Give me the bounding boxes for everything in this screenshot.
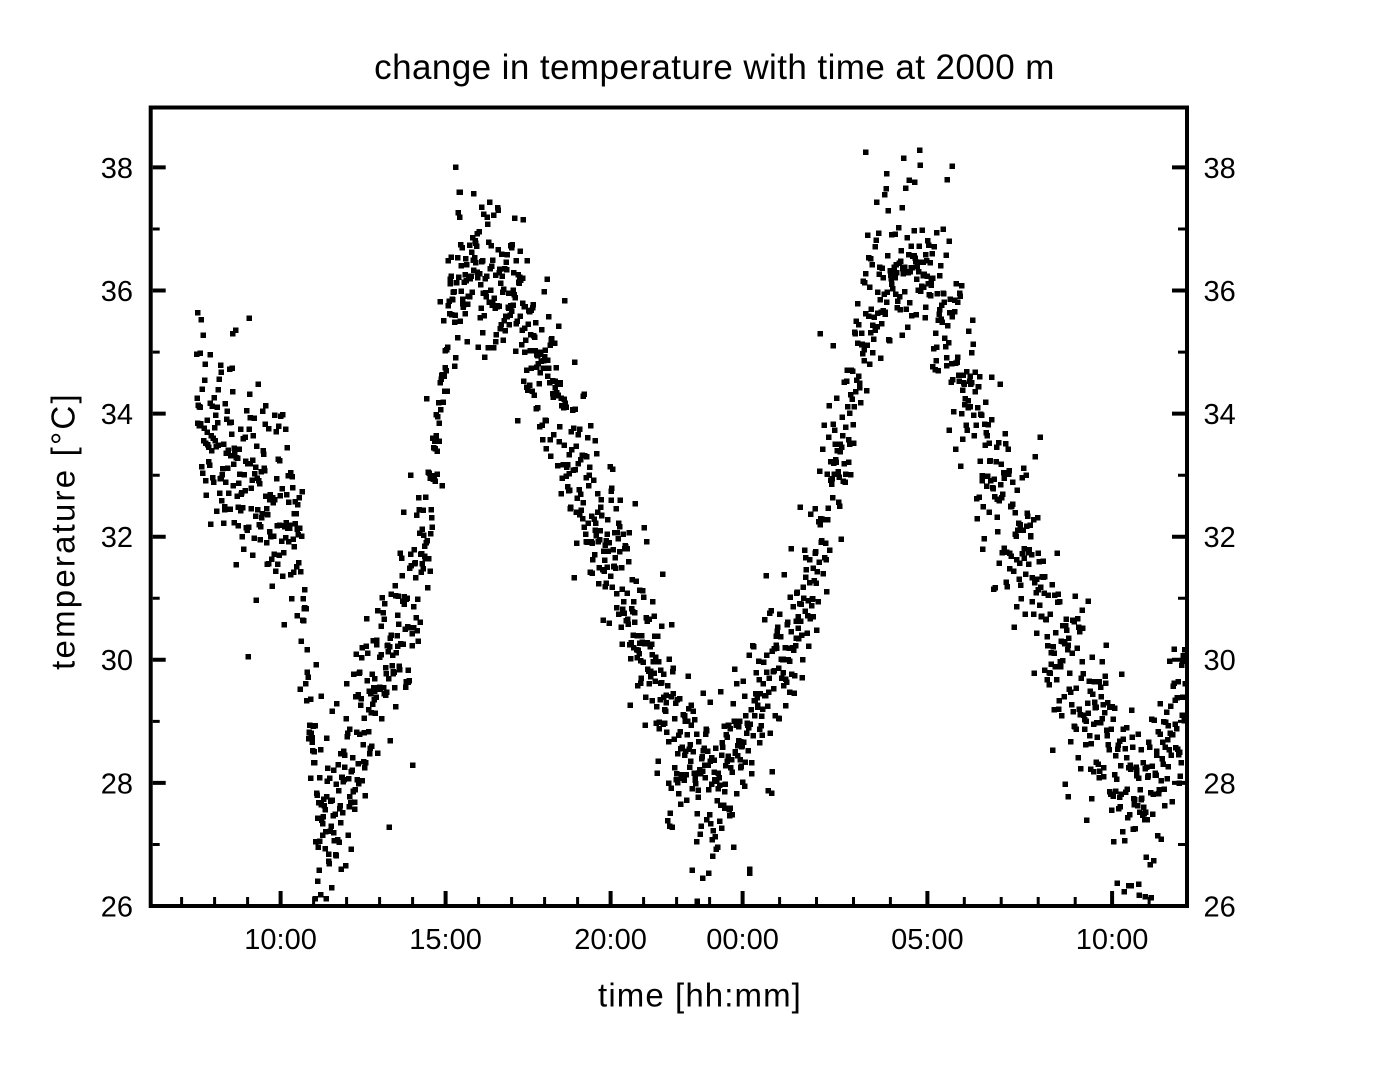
svg-text:38: 38 [1204,153,1236,185]
svg-text:26: 26 [101,891,133,923]
svg-text:00:00: 00:00 [706,924,779,956]
svg-text:20:00: 20:00 [574,924,647,956]
svg-text:15:00: 15:00 [409,924,482,956]
svg-text:time [hh:mm]: time [hh:mm] [598,977,802,1014]
svg-text:change in temperature with tim: change in temperature with time at 2000 … [374,48,1055,87]
svg-text:30: 30 [101,645,133,677]
svg-text:36: 36 [1204,276,1236,308]
svg-text:28: 28 [101,768,133,800]
svg-text:28: 28 [1204,768,1236,800]
svg-text:34: 34 [1204,399,1236,431]
svg-text:30: 30 [1204,645,1236,677]
svg-text:32: 32 [101,522,133,554]
svg-text:36: 36 [101,276,133,308]
svg-text:32: 32 [1204,522,1236,554]
svg-text:26: 26 [1204,891,1236,923]
svg-text:10:00: 10:00 [244,924,317,956]
svg-text:05:00: 05:00 [891,924,964,956]
svg-text:10:00: 10:00 [1076,924,1149,956]
svg-text:38: 38 [101,153,133,185]
svg-text:temperature [°C]: temperature [°C] [44,392,81,670]
svg-text:34: 34 [101,399,133,431]
